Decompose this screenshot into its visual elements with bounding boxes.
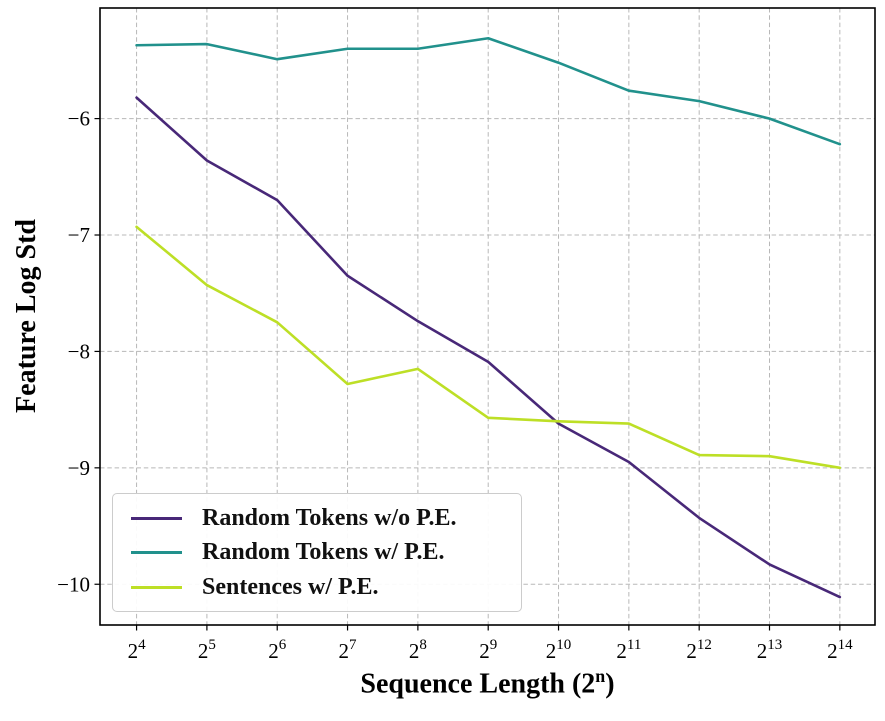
- x-tick-label: 211: [616, 637, 641, 663]
- legend-line-swatch: [131, 551, 182, 554]
- y-tick-label: −8: [68, 339, 90, 363]
- x-tick-label: 24: [128, 637, 147, 663]
- y-tick-label: −6: [68, 107, 90, 131]
- axis-ticks: [94, 117, 841, 631]
- y-tick-label: −10: [57, 572, 90, 596]
- series-line-sentences-w-p-e: [135, 225, 842, 470]
- legend-line-swatch: [131, 516, 182, 520]
- x-tick-label: 29: [479, 637, 497, 663]
- chart-legend: Random Tokens w/o P.E. Random Tokens w/ …: [112, 493, 522, 612]
- x-tick-label: 28: [409, 637, 427, 663]
- y-axis-label: Feature Log Std: [11, 219, 42, 413]
- series-line-random-tokens-w-p-e: [135, 36, 842, 146]
- y-tick-label: −7: [68, 223, 90, 247]
- legend-label: Random Tokens w/o P.E.: [202, 504, 457, 531]
- y-tick-label: −9: [68, 456, 90, 480]
- x-tick-label: 25: [198, 637, 216, 663]
- x-axis-label-main: Sequence Length (2: [360, 668, 596, 700]
- legend-label: Random Tokens w/ P.E.: [202, 539, 445, 565]
- legend-line-swatch: [131, 585, 182, 589]
- x-axis-label-sup: n: [595, 666, 606, 686]
- x-tick-label: 212: [686, 637, 712, 663]
- x-tick-label: 27: [339, 637, 358, 663]
- x-tick-label: 210: [546, 637, 572, 663]
- x-axis-label: Sequence Length (2n): [100, 666, 875, 700]
- legend-label: Sentences w/ P.E.: [202, 573, 379, 600]
- legend-item: Random Tokens w/ P.E.: [131, 539, 521, 566]
- x-tick-label: 213: [757, 637, 783, 663]
- legend-item: Random Tokens w/o P.E.: [131, 505, 521, 532]
- plot-border: [99, 7, 876, 626]
- x-axis-label-end: ): [605, 668, 615, 700]
- x-tick-label: 214: [827, 637, 853, 663]
- x-tick-label: 26: [268, 637, 287, 663]
- legend-item: Sentences w/ P.E.: [131, 574, 521, 601]
- series-line-random-tokens-w-o-p-e: [135, 96, 842, 599]
